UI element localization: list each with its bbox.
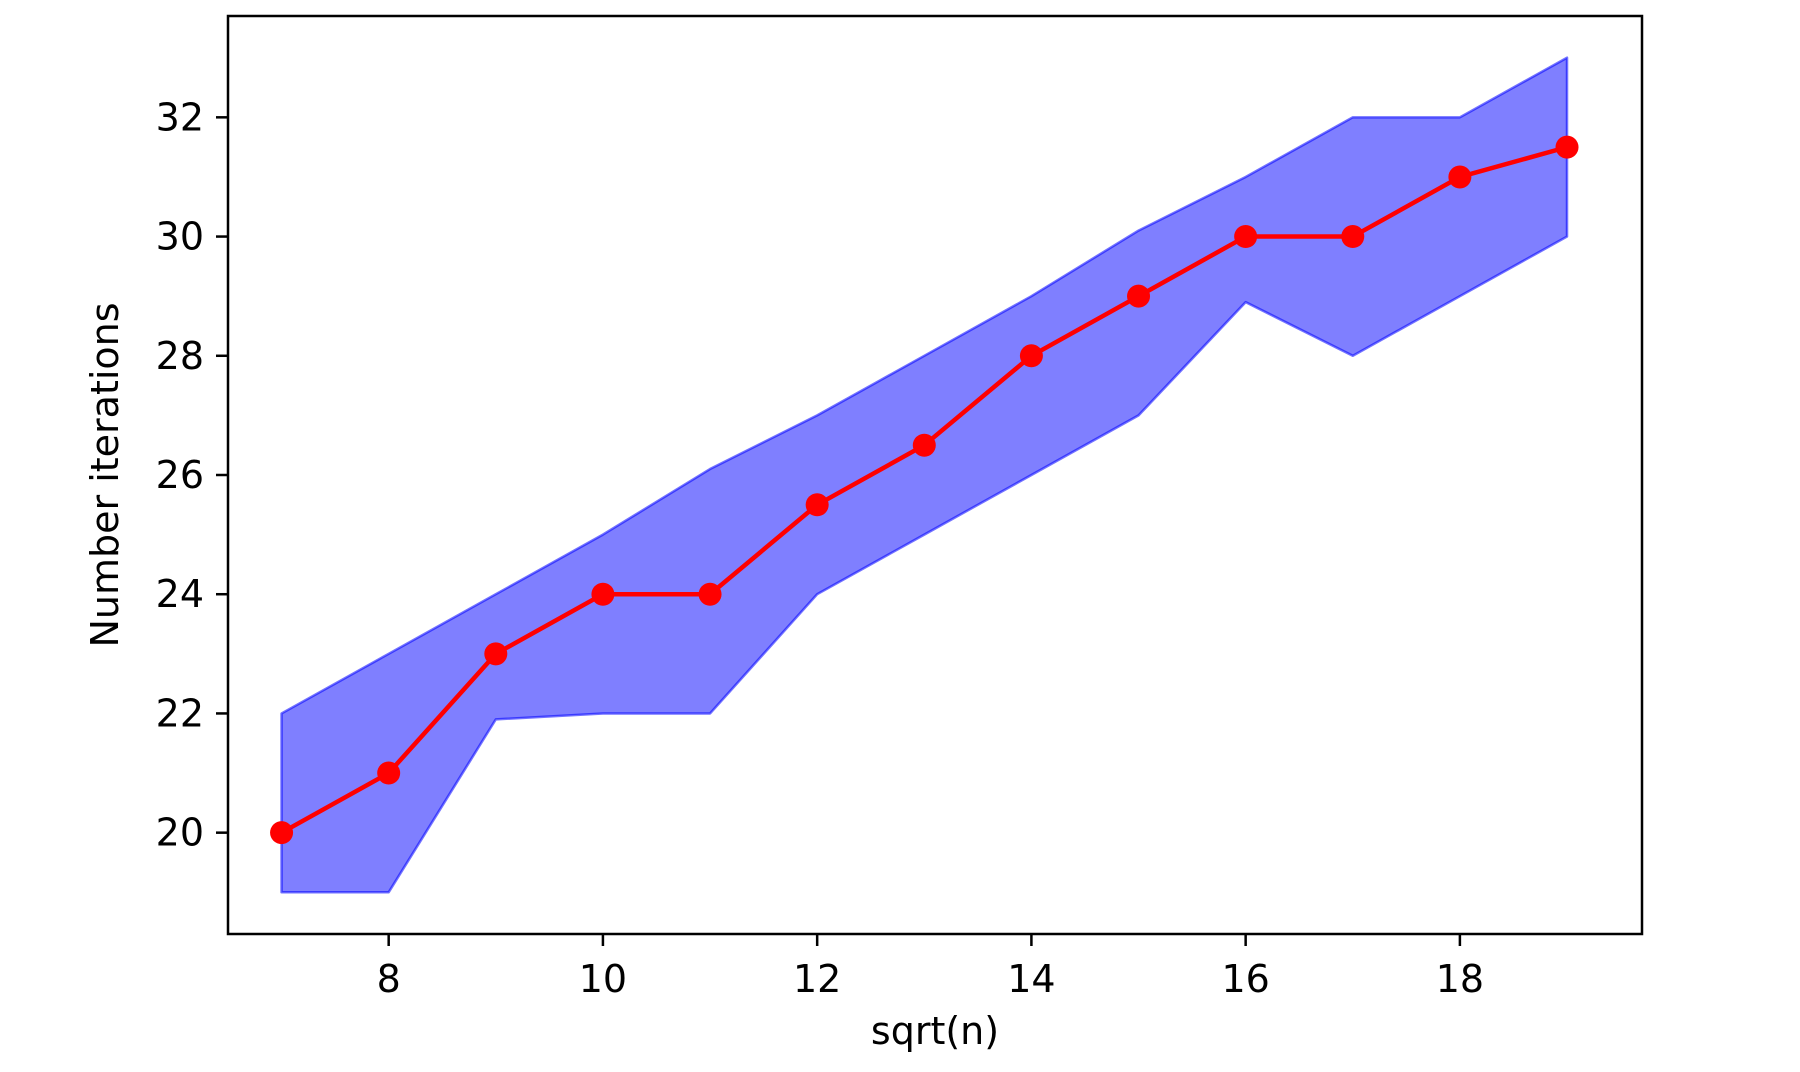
series-marker-layer xyxy=(270,135,1579,845)
data-point xyxy=(698,582,722,606)
x-tick-label: 12 xyxy=(793,957,841,1001)
data-point xyxy=(1127,284,1151,308)
y-tick-label: 32 xyxy=(156,95,204,139)
x-tick-label: 14 xyxy=(1007,957,1055,1001)
data-point xyxy=(484,642,508,666)
x-axis-label: sqrt(n) xyxy=(871,1009,999,1053)
x-axis-ticks: 8 10 12 14 16 18 xyxy=(377,934,1484,1001)
confidence-band-layer xyxy=(280,56,1569,894)
y-tick-label: 20 xyxy=(156,811,204,855)
data-point xyxy=(912,433,936,457)
confidence-band xyxy=(280,56,1569,894)
data-point xyxy=(1234,225,1258,249)
y-axis-ticks: 20 22 24 26 28 30 32 xyxy=(156,95,228,855)
y-tick-label: 28 xyxy=(156,334,204,378)
y-tick-label: 30 xyxy=(156,215,204,259)
x-tick-label: 16 xyxy=(1221,957,1269,1001)
y-tick-label: 24 xyxy=(156,572,204,616)
y-axis-label: Number iterations xyxy=(83,302,127,647)
x-tick-label: 8 xyxy=(377,957,401,1001)
data-point xyxy=(1555,135,1579,159)
x-tick-label: 10 xyxy=(579,957,627,1001)
data-point xyxy=(591,582,615,606)
data-point xyxy=(377,761,401,785)
data-point xyxy=(805,493,829,517)
data-point xyxy=(1448,165,1472,189)
y-tick-label: 22 xyxy=(156,691,204,735)
y-tick-label: 26 xyxy=(156,453,204,497)
data-point xyxy=(1341,225,1365,249)
data-point xyxy=(1019,344,1043,368)
x-tick-label: 18 xyxy=(1436,957,1484,1001)
data-point xyxy=(270,821,294,845)
